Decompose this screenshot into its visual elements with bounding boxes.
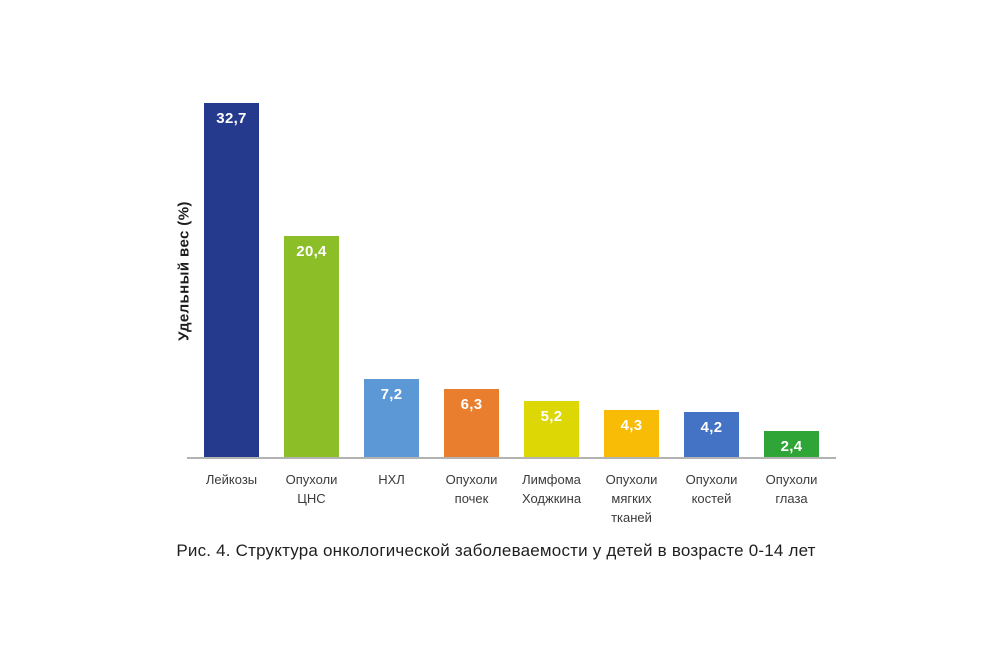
x-tick-label: Опухоли мягких тканей bbox=[586, 470, 678, 527]
x-tick-label-line: Опухоли bbox=[765, 472, 818, 487]
bar-column-4: 6,3 Опухоли почек bbox=[444, 389, 499, 506]
x-tick-label: Опухоли костей bbox=[666, 470, 758, 508]
bar-column-7: 4,2 Опухоли костей bbox=[684, 412, 739, 506]
bar-4: 6,3 bbox=[444, 389, 499, 457]
x-tick-label: Опухоли почек bbox=[426, 470, 518, 508]
x-tick-label-line: Опухоли bbox=[605, 472, 658, 487]
x-tick-label-line: Лимфома bbox=[522, 472, 581, 487]
x-tick-label-line: Ходжкина bbox=[521, 491, 582, 506]
bar-5: 5,2 bbox=[524, 401, 579, 457]
bar-6: 4,3 bbox=[604, 410, 659, 457]
x-tick-label-line: глаза bbox=[775, 491, 808, 506]
bar-value-label: 20,4 bbox=[296, 243, 327, 260]
x-tick-label-line: Опухоли bbox=[685, 472, 738, 487]
x-tick-label-line: мягких bbox=[611, 491, 652, 506]
bar-value-label: 4,3 bbox=[620, 417, 643, 434]
x-tick-label-line: костей bbox=[691, 491, 732, 506]
x-tick-label: Опухоли глаза bbox=[746, 470, 838, 508]
bar-value-label: 4,2 bbox=[700, 419, 723, 436]
bar-column-3: 7,2 НХЛ bbox=[364, 379, 419, 487]
bar-1: 32,7 bbox=[204, 103, 259, 457]
figure-caption: Рис. 4. Структура онкологической заболев… bbox=[176, 541, 816, 560]
bar-column-6: 4,3 Опухоли мягких тканей bbox=[604, 410, 659, 525]
x-tick-label-line: Лейкозы bbox=[205, 472, 258, 487]
bars-row: 32,7 Лейкозы 20,4 Опухоли ЦНС 7,2 НХЛ 6,3 Опухол… bbox=[187, 80, 836, 525]
bar-value-label: 6,3 bbox=[460, 396, 483, 413]
x-tick-label-line: ЦНС bbox=[297, 491, 326, 506]
x-tick-label: Лейкозы bbox=[186, 470, 278, 489]
bar-3: 7,2 bbox=[364, 379, 419, 457]
x-tick-label-line: тканей bbox=[611, 510, 652, 525]
x-tick-label: НХЛ bbox=[346, 470, 438, 489]
bar-2: 20,4 bbox=[284, 236, 339, 457]
bar-column-1: 32,7 Лейкозы bbox=[204, 103, 259, 487]
bar-column-8: 2,4 Опухоли глаза bbox=[764, 431, 819, 506]
bar-7: 4,2 bbox=[684, 412, 739, 457]
x-tick-label: Лимфома Ходжкина bbox=[506, 470, 598, 508]
bar-8: 2,4 bbox=[764, 431, 819, 457]
plot-area: 32,7 Лейкозы 20,4 Опухоли ЦНС 7,2 НХЛ 6,3 Опухол… bbox=[187, 80, 836, 525]
bar-value-label: 2,4 bbox=[780, 438, 803, 455]
x-tick-label-line: НХЛ bbox=[378, 472, 405, 487]
x-tick-label-line: Опухоли bbox=[285, 472, 338, 487]
x-tick-label-line: почек bbox=[454, 491, 489, 506]
bar-column-5: 5,2 Лимфома Ходжкина bbox=[522, 401, 581, 506]
x-tick-label: Опухоли ЦНС bbox=[266, 470, 358, 508]
x-axis-line bbox=[187, 457, 836, 459]
bar-value-label: 32,7 bbox=[216, 110, 247, 127]
bar-column-2: 20,4 Опухоли ЦНС bbox=[284, 236, 339, 506]
x-tick-label-line: Опухоли bbox=[445, 472, 498, 487]
bar-value-label: 5,2 bbox=[540, 408, 563, 425]
bar-value-label: 7,2 bbox=[380, 386, 403, 403]
